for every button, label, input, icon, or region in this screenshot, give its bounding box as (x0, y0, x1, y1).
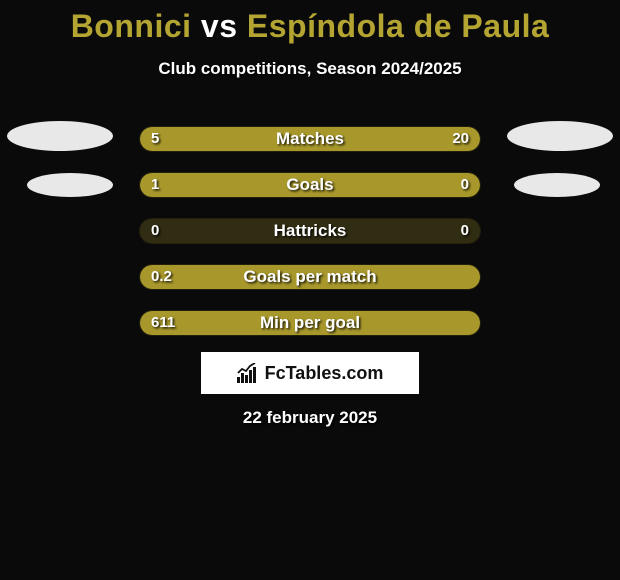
stat-row: Hattricks00 (0, 194, 620, 240)
brand-text: FcTables.com (265, 363, 384, 384)
comparison-title: Bonnici vs Espíndola de Paula (0, 0, 620, 45)
date-label: 22 february 2025 (0, 408, 620, 428)
stats-section: Matches520Goals10Hattricks00Goals per ma… (0, 102, 620, 332)
brand-chart-icon (237, 363, 259, 383)
stat-row: Goals per match0.2 (0, 240, 620, 286)
stat-row: Matches520 (0, 102, 620, 148)
stat-bar-left (140, 311, 480, 335)
vs-text: vs (201, 8, 238, 44)
stat-row: Min per goal611 (0, 286, 620, 332)
stat-bar-track (139, 310, 481, 336)
stat-row: Goals10 (0, 148, 620, 194)
player2-avatar (507, 121, 613, 151)
player1-avatar (7, 121, 113, 151)
comparison-subtitle: Club competitions, Season 2024/2025 (0, 59, 620, 79)
player2-name: Espíndola de Paula (247, 8, 549, 44)
brand-badge[interactable]: FcTables.com (201, 352, 419, 394)
player1-name: Bonnici (71, 8, 192, 44)
